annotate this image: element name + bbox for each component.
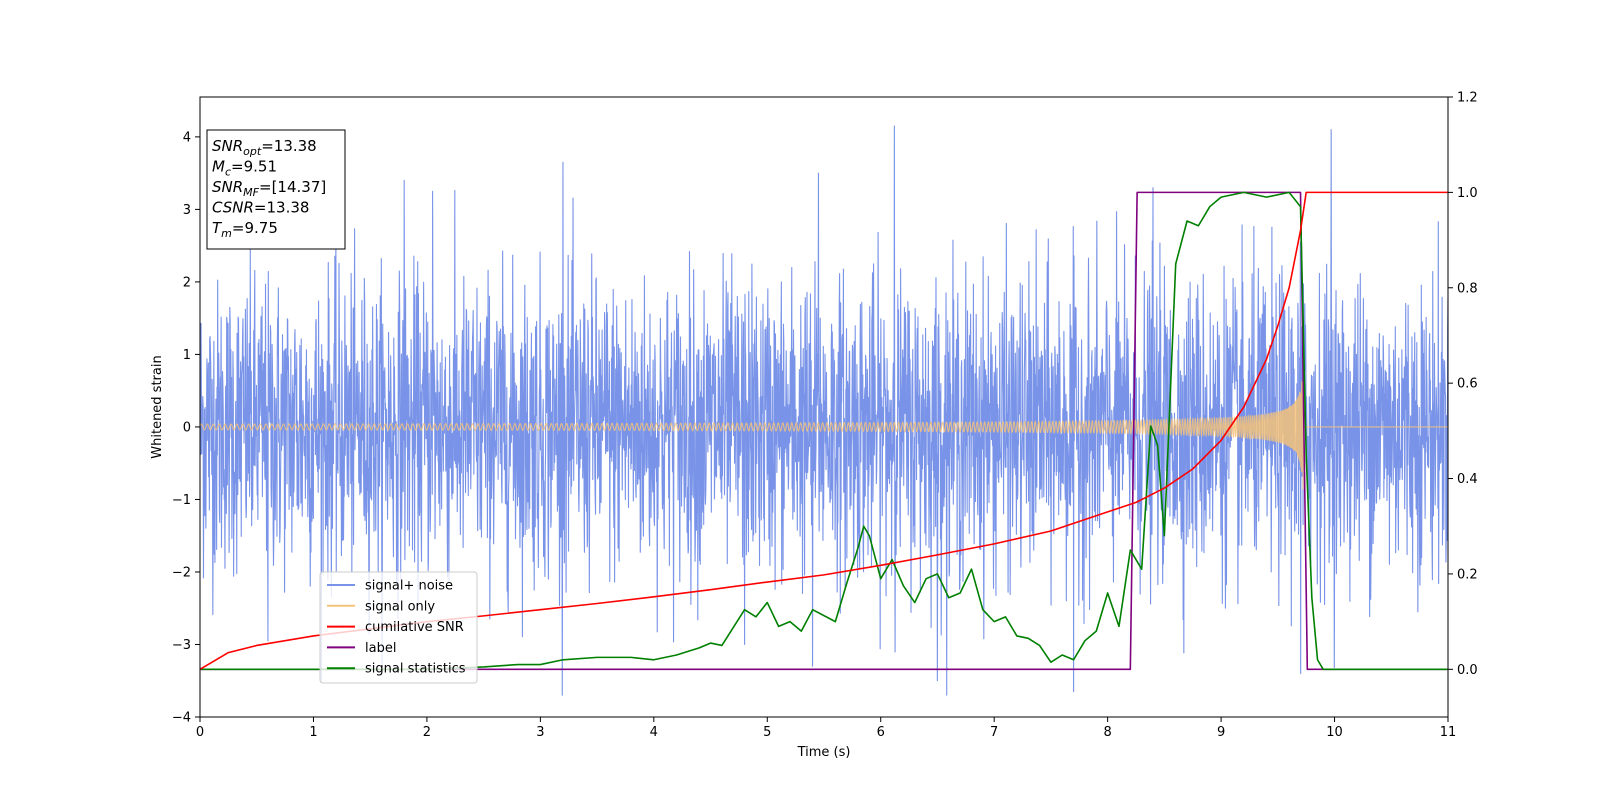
y-axis-label: Whitened strain	[150, 355, 165, 458]
snr-annotation-box: SNRopt=13.38Mc=9.51SNRMF=[14.37]CSNR=13.…	[206, 129, 346, 250]
x-axis-ticks: 0 1 2 3 4 5 6 7 8 9 10 11	[196, 717, 1456, 740]
legend-label: signal only	[365, 599, 435, 614]
annotation-line: SNRopt=13.38	[212, 137, 317, 158]
left-y-tick-label: 1	[183, 348, 191, 363]
x-tick-label: 1	[309, 725, 317, 740]
left-y-tick-label: 4	[183, 130, 191, 145]
x-tick-label: 6	[877, 725, 885, 740]
left-y-tick-label: 2	[183, 275, 191, 290]
series-signal-noise	[200, 125, 1448, 696]
x-tick-label: 10	[1326, 725, 1343, 740]
annotation-frame	[206, 129, 346, 250]
x-tick-label: 3	[536, 725, 544, 740]
right-y-tick-label: 0.4	[1457, 472, 1478, 487]
right-y-tick-label: 0.2	[1457, 567, 1478, 582]
series-signal-statistics	[200, 191, 1448, 671]
legend-label: cumilative SNR	[365, 620, 464, 635]
plot-frame	[199, 96, 1449, 718]
right-y-tick-label: 1.2	[1457, 91, 1478, 106]
annotation-line: CSNR=13.38	[212, 199, 309, 217]
x-tick-label: 11	[1440, 725, 1457, 740]
annotation-line: Tm=9.75	[212, 219, 278, 240]
annotation-line: SNRMF=[14.37]	[212, 178, 326, 199]
left-y-tick-label: −3	[172, 638, 191, 653]
x-tick-label: 9	[1217, 725, 1225, 740]
x-tick-label: 4	[650, 725, 658, 740]
left-y-tick-label: 0	[183, 420, 191, 435]
legend: signal+ noise signal only cumilative SNR la…	[319, 571, 478, 684]
right-y-tick-label: 0.0	[1457, 663, 1478, 678]
right-y-axis-ticks: 0.0 0.2 0.4 0.6 0.8 1.0 1.2	[1448, 91, 1478, 678]
right-y-tick-label: 0.8	[1457, 281, 1478, 296]
legend-label: label	[365, 641, 396, 656]
right-y-tick-label: 1.0	[1457, 186, 1478, 201]
right-y-tick-label: 0.6	[1457, 377, 1478, 392]
x-tick-label: 7	[990, 725, 998, 740]
left-y-tick-label: 3	[183, 203, 191, 218]
x-tick-label: 0	[196, 725, 204, 740]
annotation-line: Mc=9.51	[212, 158, 277, 179]
left-y-tick-label: −4	[172, 711, 191, 726]
left-y-tick-label: −2	[172, 565, 191, 580]
left-y-tick-label: −1	[172, 493, 191, 508]
series-signal-only	[200, 358, 1448, 490]
left-y-axis-ticks: −4 −3 −2 −1 0 1 2 3 4	[172, 130, 200, 726]
legend-frame	[319, 571, 478, 684]
legend-label: signal statistics	[365, 662, 466, 677]
legend-label: signal+ noise	[365, 579, 453, 594]
x-tick-label: 8	[1103, 725, 1111, 740]
x-tick-label: 2	[423, 725, 431, 740]
x-axis-label: Time (s)	[797, 745, 851, 760]
x-tick-label: 5	[763, 725, 771, 740]
